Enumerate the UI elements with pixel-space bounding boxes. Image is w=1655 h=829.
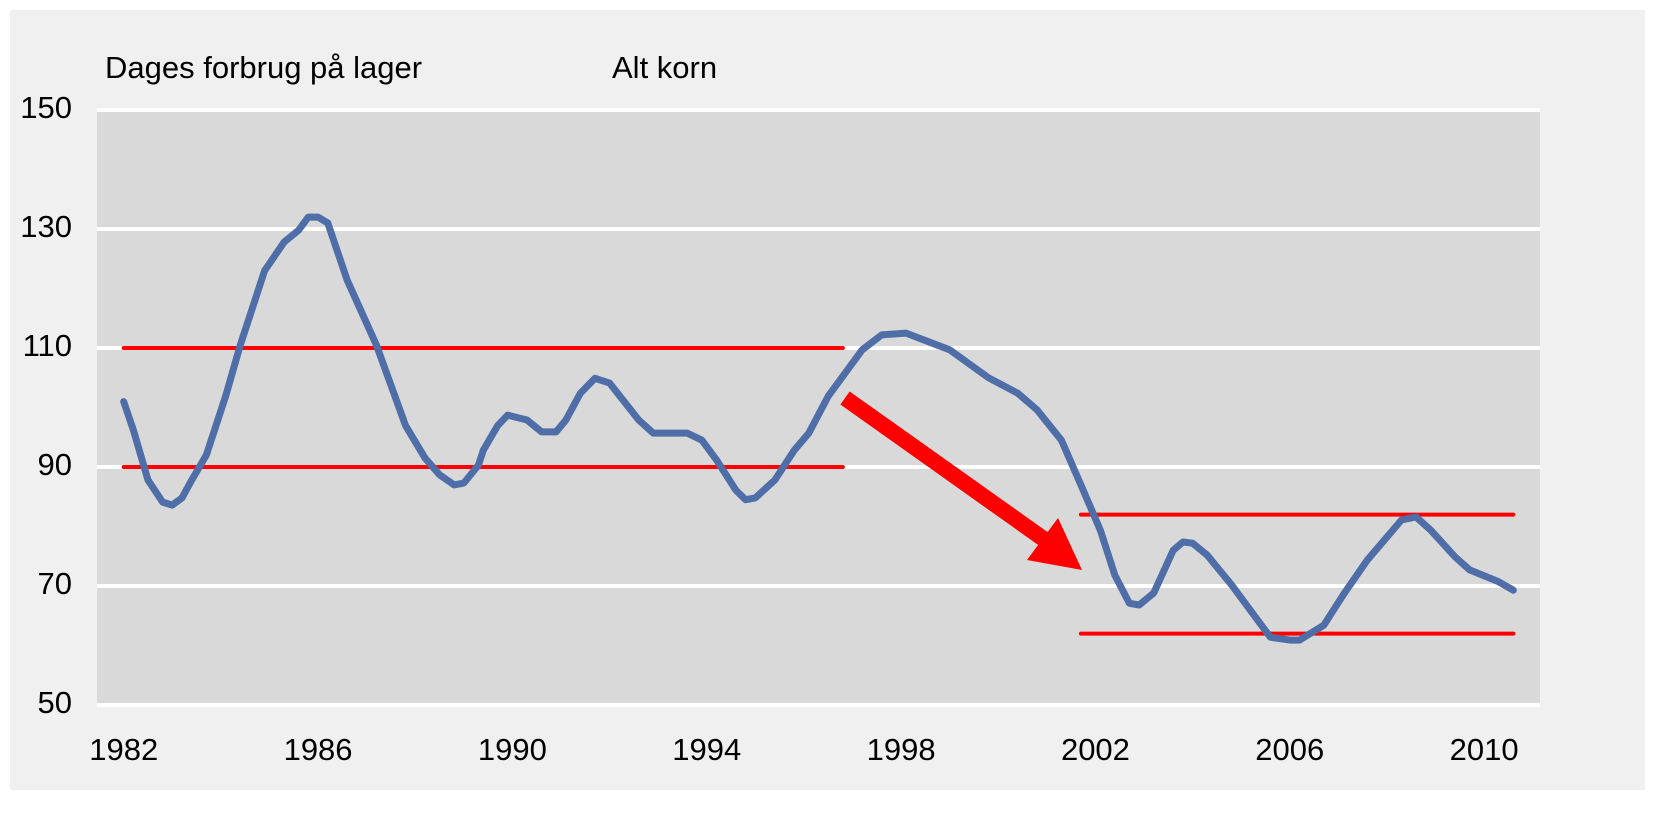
data-line [120, 213, 1517, 644]
x-tick-label: 2010 [1450, 732, 1519, 767]
x-tick-label: 1998 [867, 732, 936, 767]
chart-subtitle: Alt korn [612, 50, 717, 85]
arrow [840, 391, 1082, 570]
y-tick-label: 130 [20, 209, 72, 244]
arrow-shaft [840, 391, 1050, 547]
x-tick-label: 1982 [89, 732, 158, 767]
x-tick-label: 1994 [672, 732, 741, 767]
x-tick-label: 2006 [1255, 732, 1324, 767]
y-tick-label: 70 [38, 566, 72, 601]
y-tick-label: 50 [38, 685, 72, 720]
y-tick-label: 150 [20, 90, 72, 125]
y-tick-label: 110 [23, 328, 72, 363]
chart-title: Dages forbrug på lager [105, 50, 422, 85]
y-tick-label: 90 [38, 447, 72, 482]
x-tick-label: 1990 [478, 732, 547, 767]
arrow-head [1027, 518, 1082, 570]
marks: 50 70 90 110 130 150 1982 1986 1990 1994 1998 2002 2… [20, 90, 1540, 767]
x-tick-label: 1986 [284, 732, 353, 767]
x-tick-label: 2002 [1061, 732, 1130, 767]
